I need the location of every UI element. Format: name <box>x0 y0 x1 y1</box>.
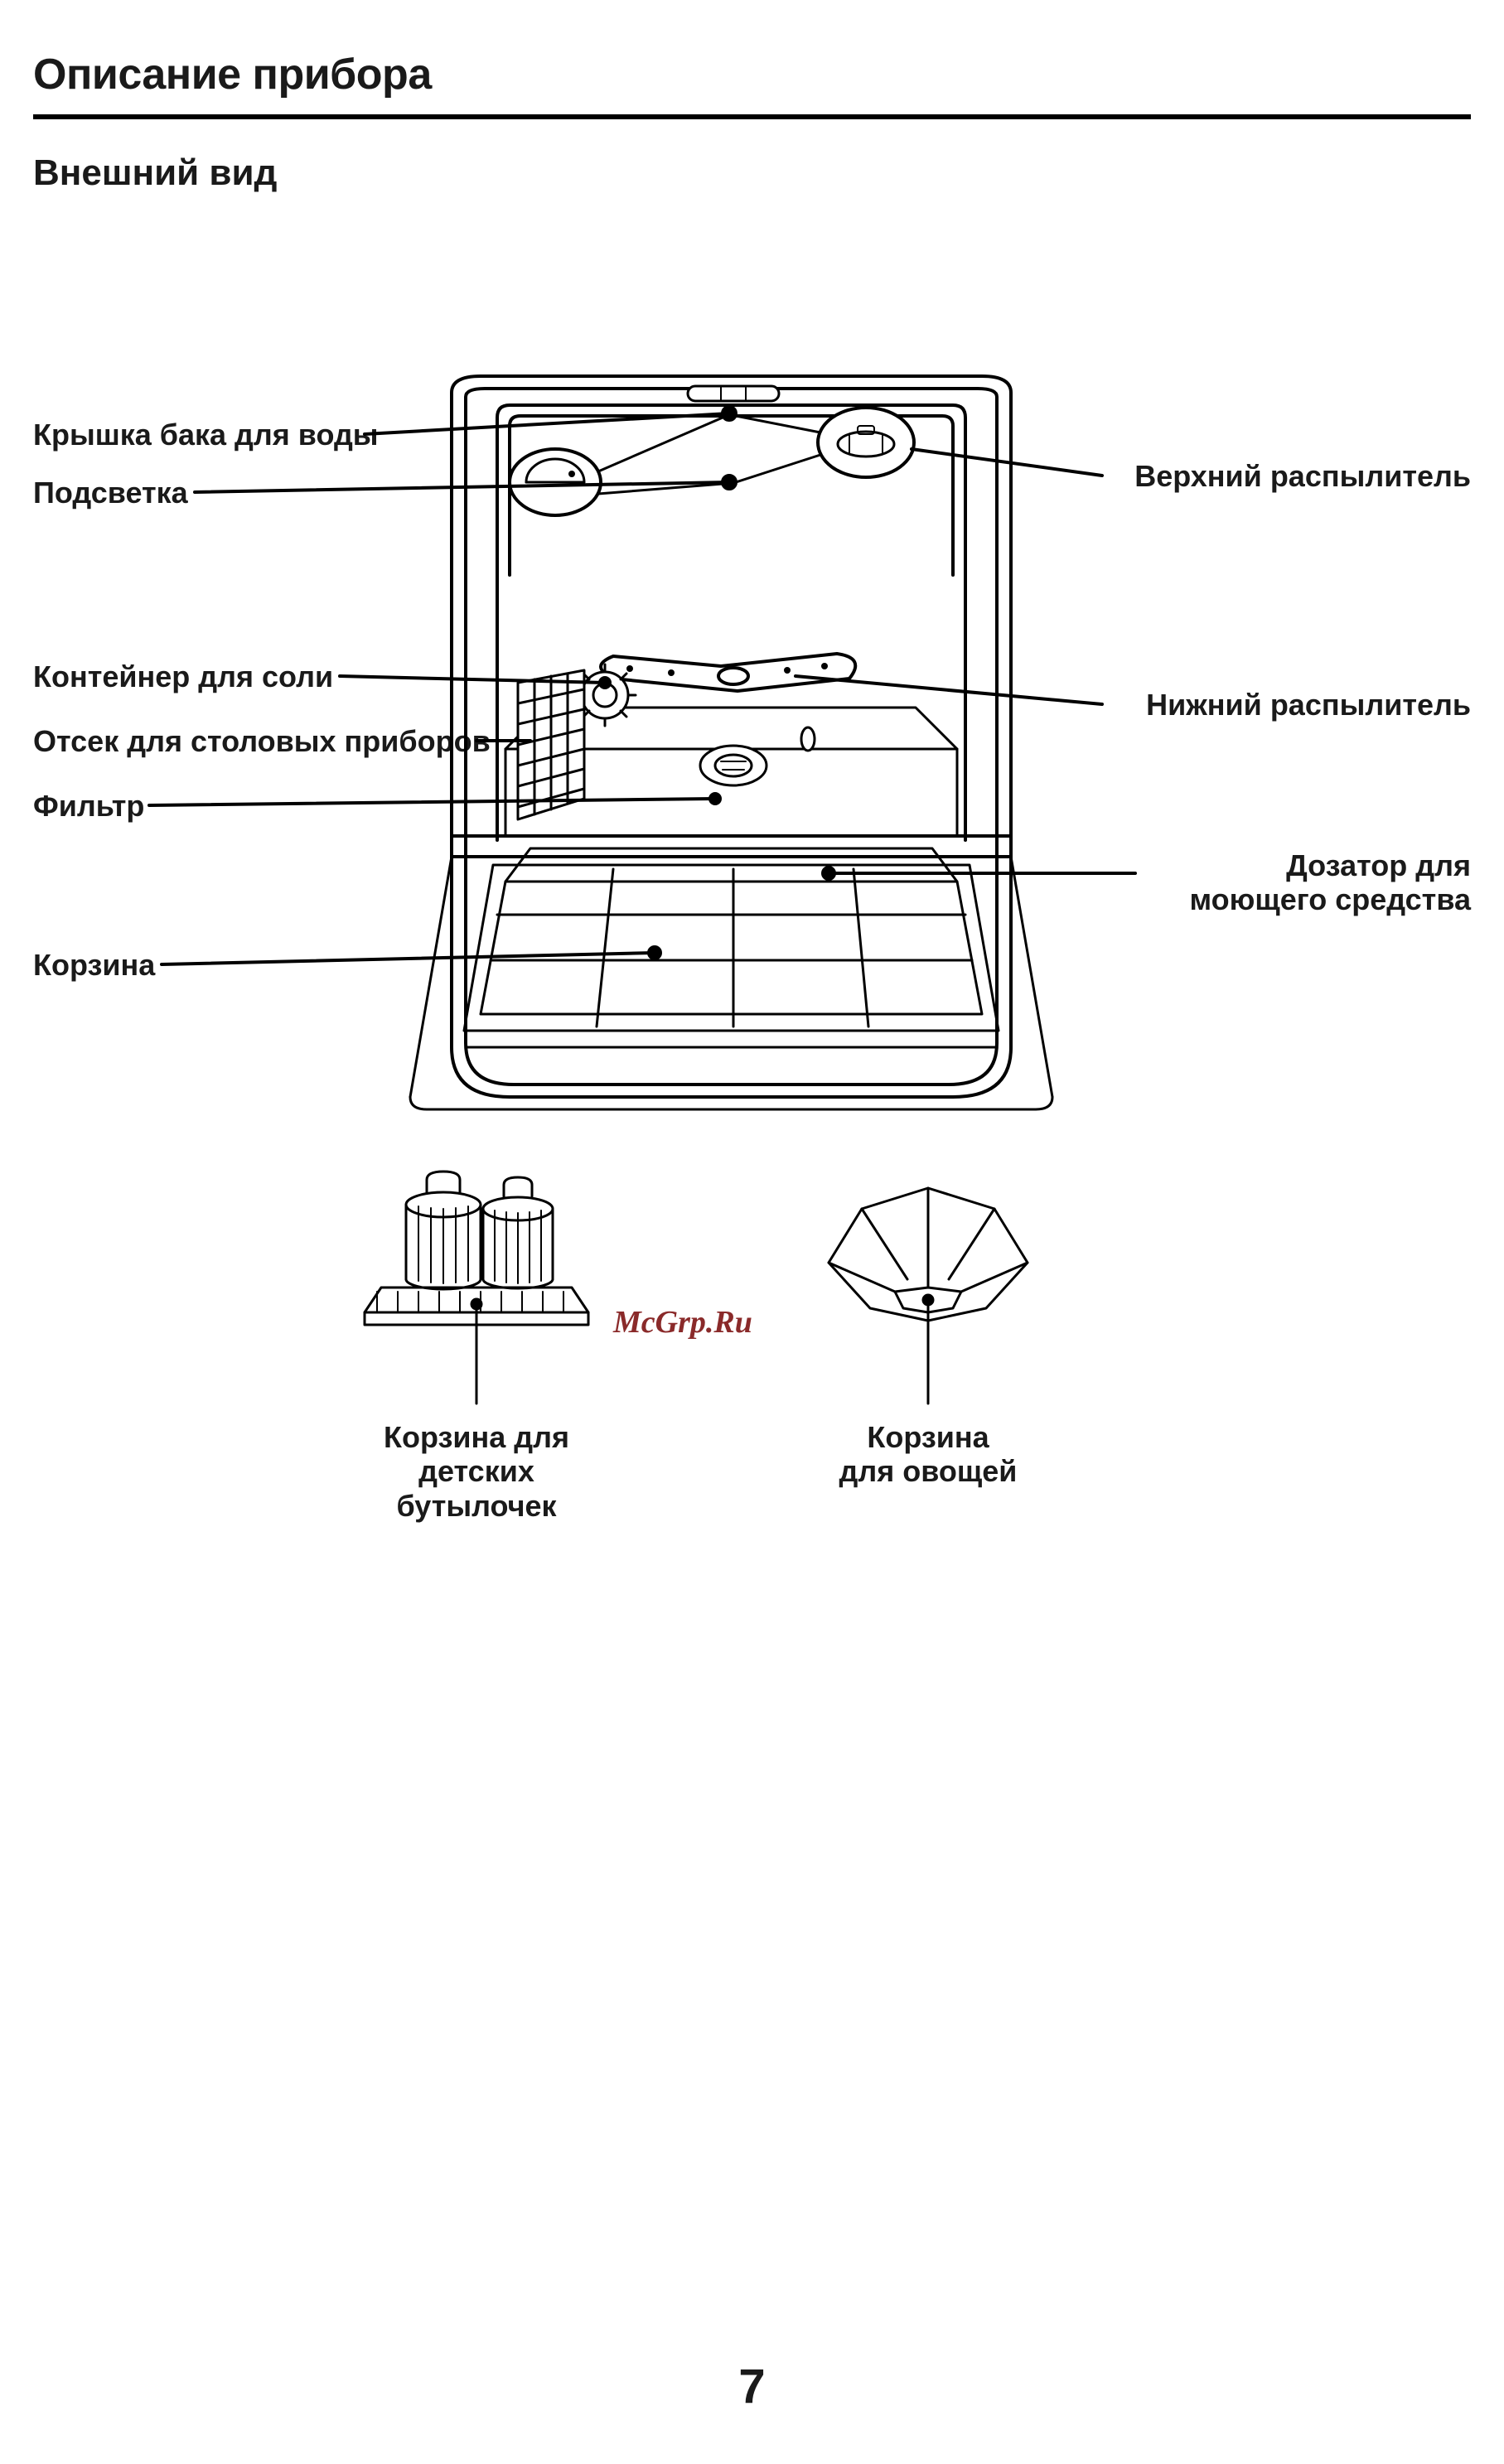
diagram-svg <box>33 219 1471 1544</box>
appliance-diagram: Крышка бака для воды Подсветка Контейнер… <box>33 219 1471 1544</box>
title-rule <box>33 114 1471 119</box>
page-number: 7 <box>0 2359 1504 2414</box>
caption-veg-l2: для овощей <box>839 1454 1018 1488</box>
caption-bottle-basket: Корзина для детских бутылочек <box>365 1420 588 1523</box>
page-title: Описание прибора <box>33 50 1471 99</box>
section-subtitle: Внешний вид <box>33 152 1471 194</box>
caption-bottle-l1: Корзина для <box>384 1420 569 1454</box>
manual-page: Описание прибора Внешний вид Крышка бака… <box>0 0 1504 2464</box>
watermark-text: McGrp.Ru <box>613 1304 752 1341</box>
caption-bottle-l2: детских бутылочек <box>396 1454 556 1522</box>
caption-veg-l1: Корзина <box>867 1420 989 1454</box>
caption-veg-basket: Корзина для овощей <box>825 1420 1032 1489</box>
